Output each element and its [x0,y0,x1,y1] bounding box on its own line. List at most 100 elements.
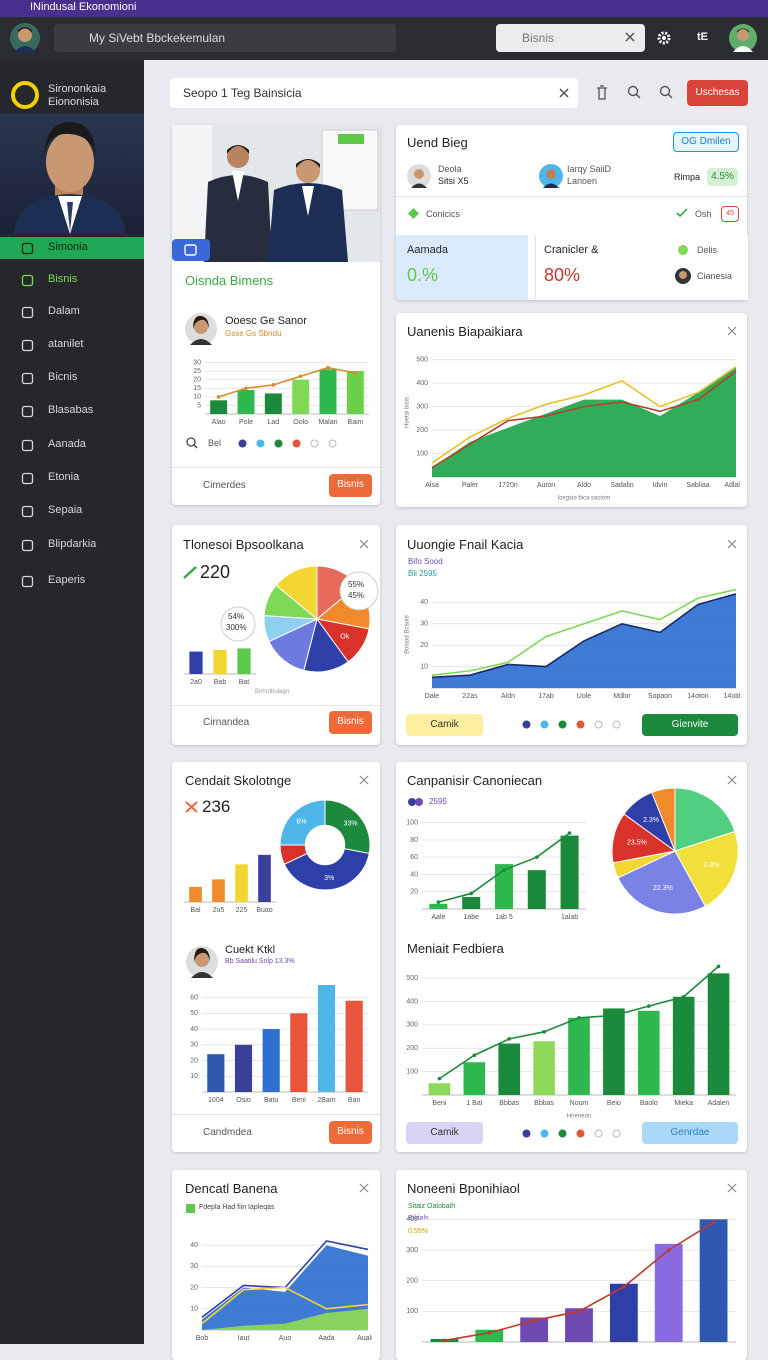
settings-icon[interactable] [657,31,671,45]
y-tick-label: 500 [416,357,428,364]
user-avatar[interactable] [729,24,757,52]
close-icon[interactable] [359,1183,369,1193]
pager-dot[interactable] [256,439,265,448]
y-tick-label: 300 [416,403,428,410]
pager-dot[interactable] [576,1129,585,1138]
close-icon[interactable] [727,775,737,785]
bar [262,1029,280,1092]
person-name: Iarqy SaiiD [567,164,612,174]
tile-value: 0.% [407,265,439,285]
pager-dot[interactable] [594,1129,603,1138]
close-icon[interactable] [359,775,369,785]
line-point [612,1013,616,1018]
x-tick-label: Beni [292,1097,306,1104]
toolbar-button[interactable]: Uschesas [687,80,748,106]
x-tick-label: 2Bam [317,1097,335,1104]
close-icon[interactable] [359,539,369,549]
card-badge[interactable]: OG Dmilen [673,132,739,152]
line-point [502,868,506,872]
menu-item[interactable]: Blasabas [48,404,94,416]
bar [672,996,695,1095]
line-point [567,831,572,835]
clear-icon[interactable] [625,32,635,42]
search-icon[interactable] [627,85,641,99]
x-tick-label: Auton [537,482,555,489]
x-tick-label: Baini [348,419,364,426]
row-flag[interactable]: 45 [721,206,739,222]
search-field[interactable] [496,24,645,52]
status-icon [408,208,419,219]
line-point [442,1338,447,1343]
avatar [539,164,563,188]
pager-dot[interactable] [576,720,585,729]
pager-dot[interactable] [238,439,247,448]
pager-dot[interactable] [612,720,621,729]
tab-title[interactable]: INindusal Ekonomioni [30,1,137,13]
x-tick-label: Sadalin [610,482,633,489]
menu-item[interactable]: Aanada [48,438,86,450]
avatar[interactable] [10,23,40,53]
pager-dot[interactable] [522,720,531,729]
pager-dot[interactable] [558,720,567,729]
card-button[interactable]: Gienvite [642,714,738,736]
card-button[interactable]: Camik [406,1122,483,1144]
bar [463,1062,486,1095]
bar [603,1008,625,1095]
dot [238,439,247,448]
bar [462,896,481,909]
separator [172,705,380,706]
pager-dot[interactable] [558,1129,567,1138]
menu-item[interactable]: Blipdarkia [48,538,97,550]
line-point [469,891,473,896]
icon-shape [21,339,34,352]
search-box[interactable] [54,24,396,52]
dot [292,439,301,448]
menu-item[interactable]: Bicnis [48,371,78,383]
line [201,1286,369,1325]
pager-dot[interactable] [292,439,301,448]
menu-item[interactable]: Simonia [48,241,88,253]
card-button[interactable]: Bisnis [329,1121,372,1144]
close-icon[interactable] [727,326,737,336]
menu-item[interactable]: Bisnis [48,273,78,285]
menu-item[interactable]: Sepaia [48,504,83,516]
card-button[interactable]: Genrdae [642,1122,738,1144]
x-axis-label: Icegsio bica sactom [558,496,611,502]
toolbar-search[interactable] [170,78,578,108]
pager-dot[interactable] [310,439,319,448]
slice-label: Ok [340,633,349,640]
delete-icon[interactable] [595,85,609,101]
pager-dot[interactable] [594,720,603,729]
pager-dot[interactable] [540,1129,549,1138]
bar [637,1010,660,1095]
card-button[interactable]: Bisnis [329,711,372,734]
pager-dot[interactable] [540,720,549,729]
y-tick-label: 200 [406,1045,418,1052]
close-glyph [727,539,737,549]
pager-dot[interactable] [328,439,337,448]
menu-item[interactable]: Eaperis [48,574,86,586]
legend-icon [408,798,423,806]
card-footer: Candmdea [203,1127,252,1138]
search-query: Bisnis [522,31,555,45]
x-tick-label: Bob [196,1335,209,1342]
header-badge[interactable]: tE [697,31,708,43]
card-button[interactable]: Bisnis [329,474,372,497]
pager-dot[interactable] [612,1129,621,1138]
close-icon[interactable] [727,1183,737,1193]
close-icon[interactable] [727,539,737,549]
menu-item[interactable]: Etonia [48,471,80,483]
clear-icon[interactable] [559,88,569,98]
trend-icon [183,566,197,579]
photo-badge[interactable] [172,239,210,261]
menu-item[interactable]: Dalam [48,305,80,317]
pager-dot[interactable] [274,439,283,448]
card-title: Uanenis Biapaikiara [407,324,523,339]
pager-dot[interactable] [522,1129,531,1138]
zoom-icon[interactable] [659,85,673,99]
card-button[interactable]: Camik [406,714,483,736]
menu-item[interactable]: atanilet [48,338,84,350]
metric-label: Rimpa [674,172,701,182]
search-icon[interactable] [186,437,198,449]
